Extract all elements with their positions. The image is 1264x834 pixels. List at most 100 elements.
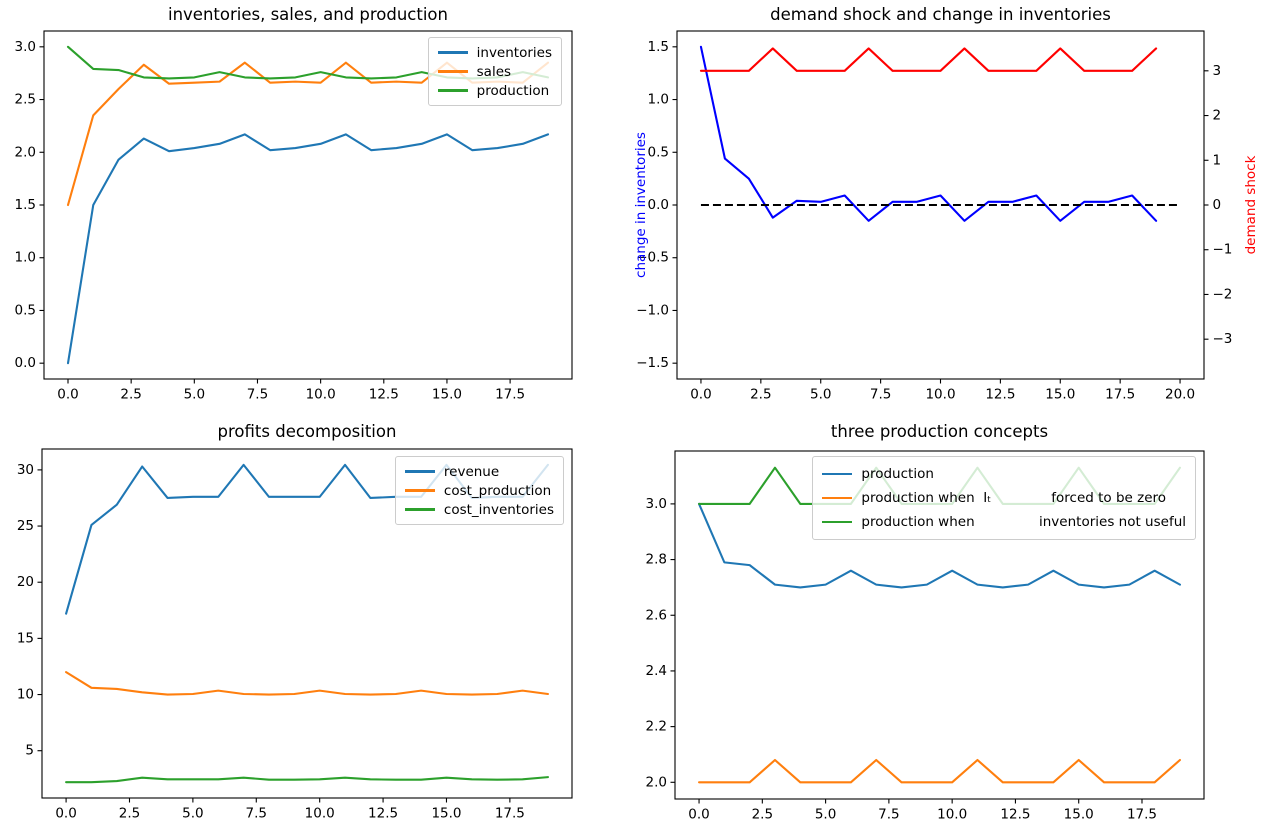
legend-line-sample xyxy=(404,508,435,511)
legend-item: production xyxy=(437,81,552,100)
x-tick-label: 12.5 xyxy=(985,387,1015,403)
x-tick-label: 15.0 xyxy=(431,806,461,822)
legend-label: cost_inventories xyxy=(443,501,554,518)
y-tick-label: 2.2 xyxy=(646,719,667,735)
y-tick-label: 0.0 xyxy=(15,355,36,371)
x-tick-label: 12.5 xyxy=(369,387,399,403)
x-tick-label: 17.5 xyxy=(495,806,525,822)
chart-title: profits decomposition xyxy=(217,422,397,441)
y-tick-label-right: −3 xyxy=(1213,331,1233,347)
x-tick-label: 2.5 xyxy=(750,387,771,403)
y-axis-left: 5 10 15 20 25 30 xyxy=(17,462,42,759)
legend: inventories sales production xyxy=(427,37,562,106)
y-tick-label: 2.4 xyxy=(646,663,667,679)
legend-label: production when Iₜ forced to be zero xyxy=(861,490,1167,506)
series-production xyxy=(698,502,1182,589)
legend-line-sample xyxy=(822,496,853,500)
y-tick-label-right: −1 xyxy=(1213,242,1233,258)
y-tick-label: 2.5 xyxy=(15,92,36,108)
x-tick-label: 0.0 xyxy=(57,387,78,403)
legend-line-sample xyxy=(437,70,468,73)
x-tick-label: 2.5 xyxy=(752,807,773,823)
y-tick-label: −0.5 xyxy=(636,250,669,266)
y-tick-label: 0.5 xyxy=(648,144,669,160)
legend-label: inventories xyxy=(476,44,552,61)
x-tick-label: 2.5 xyxy=(120,387,141,403)
legend-item: cost_inventories xyxy=(404,500,554,519)
y-tick-label-right: −2 xyxy=(1213,286,1233,302)
y-tick-label: 3.0 xyxy=(646,496,667,512)
y-tick-label: 0.5 xyxy=(15,302,36,318)
plot-border xyxy=(41,448,573,799)
series-production-when-i-t-forced-to-be-zero xyxy=(698,758,1182,784)
y-tick-label: 1.0 xyxy=(15,250,36,266)
y-tick-label: 2.0 xyxy=(15,144,36,160)
plot-profits-decomposition: 0.0 2.5 5.0 7.5 10.0 12.5 15.0 17.5 5 10 15 20 25 30 xyxy=(17,448,573,822)
legend-item: production xyxy=(822,462,1186,486)
chart-title: inventories, sales, and production xyxy=(167,5,448,24)
x-tick-label: 17.5 xyxy=(1127,807,1157,823)
x-tick-label: 5.0 xyxy=(810,387,831,403)
y-axis-left: −1.5 −1.0 −0.5 0.0 0.5 1.0 1.5 xyxy=(636,39,677,371)
chart-title: three production concepts xyxy=(830,422,1049,441)
y-tick-label: 5 xyxy=(25,743,34,759)
y-tick-label: 3.0 xyxy=(15,39,36,55)
x-tick-label: 5.0 xyxy=(815,807,836,823)
x-axis: 0.0 2.5 5.0 7.5 10.0 12.5 15.0 17.5 xyxy=(55,798,525,822)
x-axis: 0.0 2.5 5.0 7.5 10.0 12.5 15.0 17.5 xyxy=(688,799,1157,823)
series-cost-production xyxy=(65,671,549,696)
y-tick-label: 1.5 xyxy=(648,39,669,55)
legend-label: production xyxy=(476,82,550,99)
plot-demand-shock-change-in-inventories: 0.0 2.5 5.0 7.5 10.0 12.5 15.0 17.5 20.0−1.5−1.0… xyxy=(633,30,1259,403)
x-tick-label: 5.0 xyxy=(184,387,205,403)
legend-label: cost_production xyxy=(443,482,552,499)
plot-border xyxy=(43,30,573,380)
y-axis-label-right: demand shock xyxy=(1243,155,1259,254)
x-tick-label: 7.5 xyxy=(247,387,268,403)
chart-inventories-sales-production: 0.0 2.5 5.0 7.5 10.0 12.5 15.0 17.5 0.0 0.5 1.0 1.5… xyxy=(0,0,632,417)
y-tick-label-right: 0 xyxy=(1213,197,1222,213)
x-tick-label: 0.0 xyxy=(55,806,76,822)
y-tick-label-right: 2 xyxy=(1213,108,1222,124)
x-tick-label: 12.5 xyxy=(368,806,398,822)
legend-item: cost_production xyxy=(404,481,554,500)
y-tick-label: 1.5 xyxy=(15,197,36,213)
series-inventories xyxy=(66,133,550,365)
legend-label: revenue xyxy=(443,463,500,480)
legend-item: production when Iₜ forced to be zero xyxy=(822,486,1186,510)
chart-demand-shock-change-in-inventories: 0.0 2.5 5.0 7.5 10.0 12.5 15.0 17.5 20.0 −1.5 −1.0… xyxy=(632,0,1264,417)
legend: revenue cost_production cost_inventories xyxy=(394,456,564,525)
y-tick-label: −1.0 xyxy=(636,302,669,318)
x-tick-label: 7.5 xyxy=(870,387,891,403)
x-tick-label: 10.0 xyxy=(306,387,336,403)
x-tick-label: 10.0 xyxy=(937,807,967,823)
plot-border xyxy=(676,30,1205,380)
x-tick-label: 5.0 xyxy=(182,806,203,822)
series-cost-inventories xyxy=(65,776,549,784)
chart-three-production-concepts: 0.0 2.5 5.0 7.5 10.0 12.5 15.0 17.5 2.0 2.2 2.4 2.6… xyxy=(632,417,1264,834)
legend-label: production xyxy=(861,466,934,482)
y-tick-label-right: 3 xyxy=(1213,63,1222,79)
y-tick-label: 20 xyxy=(17,574,34,590)
legend-line-sample xyxy=(404,489,435,492)
x-tick-label: 7.5 xyxy=(246,806,267,822)
chart-profits-decomposition: 0.0 2.5 5.0 7.5 10.0 12.5 15.0 17.5 5 10 15 20 25 30 … xyxy=(0,417,632,834)
y-tick-label: 0.0 xyxy=(648,197,669,213)
x-tick-label: 10.0 xyxy=(925,387,955,403)
plot-inventories-sales-production: 0.0 2.5 5.0 7.5 10.0 12.5 15.0 17.5 0.0 0.5 1.0 1.5… xyxy=(15,30,573,403)
x-axis: 0.0 2.5 5.0 7.5 10.0 12.5 15.0 17.5 xyxy=(57,379,525,403)
y-axis-right: −3 −2 −1 0 1 2 3 xyxy=(1204,63,1232,347)
x-tick-label: 15.0 xyxy=(1045,387,1075,403)
x-tick-label: 20.0 xyxy=(1165,387,1195,403)
legend-line-sample xyxy=(822,472,853,476)
legend-label: production when inventories not useful xyxy=(861,514,1186,530)
x-tick-label: 12.5 xyxy=(1000,807,1030,823)
x-tick-label: 17.5 xyxy=(495,387,525,403)
x-axis: 0.0 2.5 5.0 7.5 10.0 12.5 15.0 17.5 20.0 xyxy=(690,379,1195,403)
chart-title: demand shock and change in inventories xyxy=(770,5,1111,24)
x-tick-label: 15.0 xyxy=(1064,807,1094,823)
y-axis-left: 2.0 2.2 2.4 2.6 2.8 3.0 xyxy=(646,496,675,790)
y-tick-label: 2.6 xyxy=(646,607,667,623)
legend-label: sales xyxy=(476,63,512,80)
